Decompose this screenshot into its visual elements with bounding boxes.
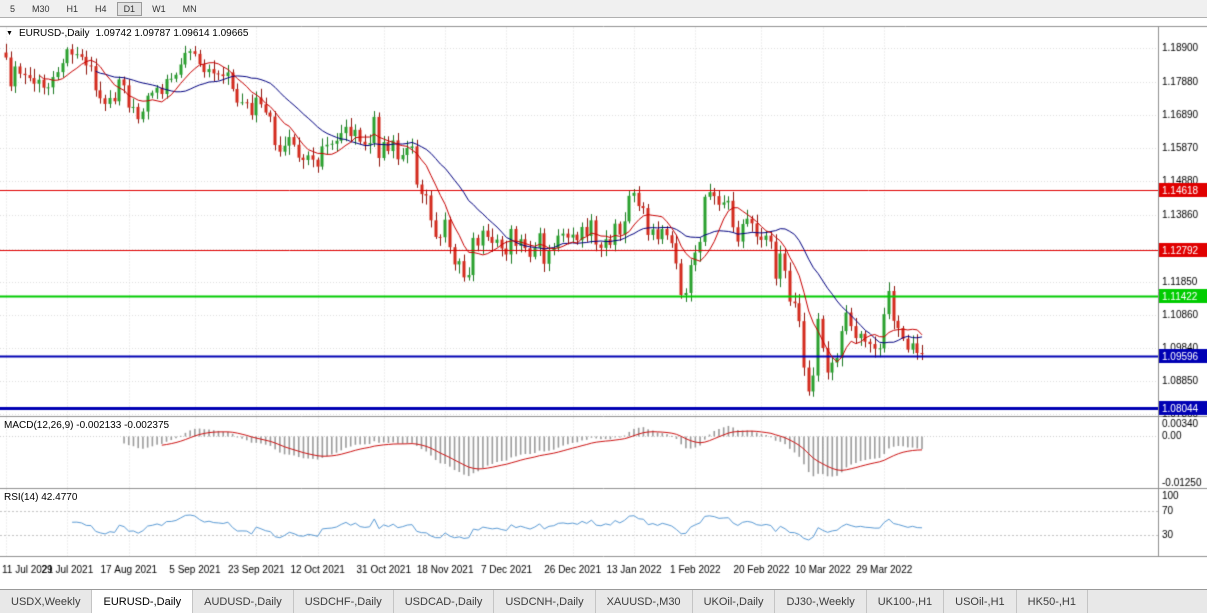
tab-usdchf-daily[interactable]: USDCHF-,Daily (294, 590, 394, 613)
tab-eurusd-daily[interactable]: EURUSD-,Daily (92, 590, 194, 613)
chart-ohlc-values: 1.09742 1.09787 1.09614 1.09665 (95, 28, 249, 39)
tab-hk50-h1[interactable]: HK50-,H1 (1017, 590, 1088, 613)
chart-area: ▼ EURUSD-,Daily 1.09742 1.09787 1.09614 … (0, 18, 1207, 589)
timeframe-button-m30[interactable]: M30 (32, 3, 50, 14)
tab-usdcnh-daily[interactable]: USDCNH-,Daily (494, 590, 596, 613)
timeframe-button-w1[interactable]: W1 (152, 3, 166, 14)
chart-title: ▼ EURUSD-,Daily 1.09742 1.09787 1.09614 … (6, 28, 248, 39)
chart-symbol-label: EURUSD-,Daily (18, 28, 90, 39)
timeframe-button-h4[interactable]: H4 (95, 3, 107, 14)
tab-usdcad-daily[interactable]: USDCAD-,Daily (394, 590, 495, 613)
timeframe-button-d1[interactable]: D1 (116, 1, 143, 16)
symbol-collapse-icon[interactable]: ▼ (6, 29, 13, 37)
tab-dj30-weekly[interactable]: DJ30-,Weekly (775, 590, 867, 613)
timeframe-toolbar: 5 M30 H1 H4 D1 W1 MN (0, 0, 1207, 18)
tab-usdx-weekly[interactable]: USDX,Weekly (0, 590, 93, 613)
price-chart-canvas[interactable] (0, 18, 1207, 589)
tab-audusd-daily[interactable]: AUDUSD-,Daily (193, 590, 294, 613)
tab-uk100-h1[interactable]: UK100-,H1 (867, 590, 945, 613)
tab-usoil-h1[interactable]: USOil-,H1 (944, 590, 1017, 613)
symbol-tabs: USDX,Weekly EURUSD-,Daily AUDUSD-,Daily … (0, 589, 1207, 613)
timeframe-button-h1[interactable]: H1 (66, 3, 79, 14)
tab-ukoil-daily[interactable]: UKOil-,Daily (693, 590, 776, 613)
timeframe-button-m5[interactable]: 5 (10, 3, 16, 14)
timeframe-button-mn[interactable]: MN (182, 3, 197, 14)
tab-xauusd-m30[interactable]: XAUUSD-,M30 (596, 590, 693, 613)
